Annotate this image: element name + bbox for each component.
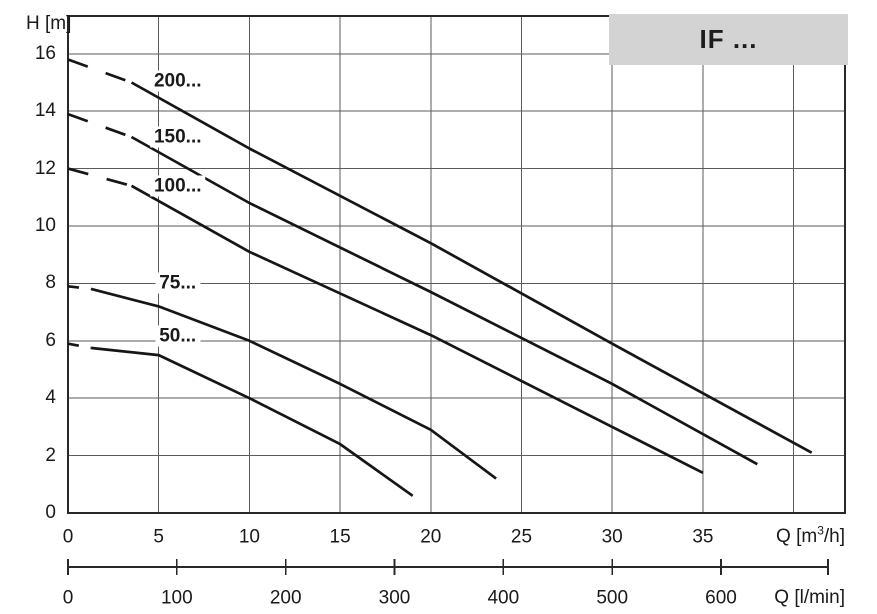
y-tick-label: 4 [45, 387, 56, 409]
y-tick-label: 0 [45, 502, 56, 523]
lmin-tick-label: 0 [62, 587, 74, 609]
curve-75 [91, 287, 497, 480]
x-axis-unit-sup: 3 [817, 523, 824, 538]
y-tick-label: 2 [45, 444, 56, 466]
y-tick-label: 6 [45, 329, 56, 351]
x-tick-label: 35 [692, 526, 714, 548]
lmin-tick-label: 300 [378, 587, 411, 609]
x-tick-label: 15 [329, 526, 351, 548]
x-tick-label: 30 [601, 526, 623, 548]
lmin-tick-label: 100 [160, 587, 193, 609]
plot-border [67, 15, 846, 514]
x-tick-label: 25 [510, 526, 533, 548]
y-tick-label: 14 [34, 100, 56, 122]
curve-dashed-200 [67, 58, 132, 84]
curve-50 [91, 346, 414, 497]
y-axis-unit-label: H [m] [26, 13, 72, 34]
curve-200 [130, 81, 813, 454]
x-tick-label: 10 [238, 526, 260, 548]
x-axis-secondary-unit-label: Q [l/min] [774, 587, 845, 608]
curve-label: 50... [155, 325, 201, 347]
curve-label: 200... [149, 70, 206, 92]
lmin-tick-label: 600 [705, 587, 737, 609]
curve-dashed-75 [67, 284, 92, 291]
y-tick-label: 8 [45, 272, 56, 294]
y-tick-label: 16 [34, 42, 56, 64]
y-tick-label: 12 [34, 157, 56, 179]
curve-dashed-50 [67, 342, 92, 350]
x-axis-unit-pre: Q [m [776, 526, 818, 547]
x-tick-label: 0 [62, 526, 74, 548]
curve-label: 150... [149, 126, 206, 148]
title-box: IF ... [609, 14, 848, 65]
curve-dashed-150 [67, 112, 132, 139]
curve-label: 100... [149, 175, 206, 197]
x-axis-unit-post: /h] [823, 526, 845, 547]
x-axis-unit-label: Q [m3/h] [776, 523, 845, 547]
x-tick-label: 20 [420, 526, 442, 548]
y-tick-label: 10 [34, 215, 56, 236]
curve-100 [130, 184, 704, 475]
curve-label: 75... [155, 272, 201, 294]
lmin-tick-label: 500 [596, 587, 629, 609]
curve-dashed-100 [67, 167, 132, 188]
lmin-tick-label: 400 [487, 587, 520, 609]
x-tick-label: 5 [153, 526, 164, 548]
title-box-label: IF ... [699, 24, 758, 54]
curve-150 [130, 135, 758, 466]
lmin-tick-label: 200 [269, 587, 302, 609]
